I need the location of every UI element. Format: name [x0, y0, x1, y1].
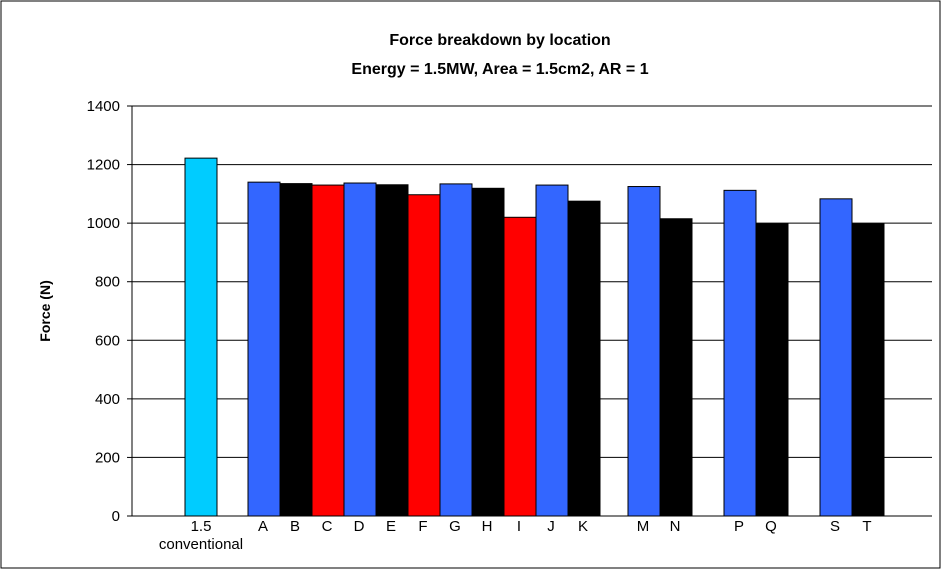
- x-tick-label: Q: [765, 518, 777, 535]
- bar-b: [279, 183, 313, 517]
- bar-i: [503, 216, 537, 517]
- bar-15: [184, 157, 218, 517]
- bar-s: [819, 198, 853, 517]
- x-tick-label: F: [418, 518, 427, 535]
- x-tick-label: K: [578, 518, 588, 535]
- x-tick-label: H: [482, 518, 493, 535]
- y-tick-labels: 0 200 400 600 800 1000 1200 1400: [87, 98, 120, 525]
- bar-m: [627, 186, 661, 517]
- y-tick-label: 600: [95, 332, 120, 349]
- chart-title: Force breakdown by location: [389, 32, 610, 49]
- bars: [184, 157, 885, 517]
- x-tick-label: B: [290, 518, 300, 535]
- bar-a: [247, 181, 281, 517]
- y-tick-label: 1000: [87, 215, 120, 232]
- x-tick-label: P: [734, 518, 744, 535]
- x-tick-label: E: [386, 518, 396, 535]
- bar-p: [723, 189, 757, 517]
- x-tick-label: T: [862, 518, 871, 535]
- y-tick-label: 800: [95, 274, 120, 291]
- x-tick-label: M: [637, 518, 650, 535]
- x-tick-label: S: [830, 518, 840, 535]
- x-tick-sublabel: conventional: [159, 536, 243, 553]
- bar-j: [535, 184, 569, 517]
- x-tick-label: G: [449, 518, 461, 535]
- chart-subtitle: Energy = 1.5MW, Area = 1.5cm2, AR = 1: [351, 61, 648, 78]
- x-tick-label: I: [517, 518, 521, 535]
- x-tick-label: J: [547, 518, 555, 535]
- y-tick-label: 0: [112, 508, 120, 525]
- x-tick-label: A: [258, 518, 268, 535]
- y-tick-label: 400: [95, 391, 120, 408]
- x-tick-label: D: [354, 518, 365, 535]
- y-tick-label: 1400: [87, 98, 120, 115]
- y-tick-label: 200: [95, 449, 120, 466]
- x-tick-label: C: [322, 518, 333, 535]
- y-axis-label: Force (N): [37, 280, 53, 341]
- x-tick-label: N: [670, 518, 681, 535]
- bar-e: [375, 184, 409, 517]
- bar-q: [755, 223, 789, 517]
- axes: [131, 106, 932, 517]
- bar-h: [471, 187, 505, 517]
- bar-d: [343, 182, 377, 517]
- bar-g: [439, 183, 473, 517]
- bar-n: [659, 218, 693, 517]
- y-tick-label: 1200: [87, 157, 120, 174]
- bar-k: [567, 200, 601, 517]
- x-tick-label: 1.5: [191, 518, 212, 535]
- bar-t: [851, 223, 885, 517]
- bar-c: [311, 184, 345, 517]
- bar-f: [407, 194, 441, 517]
